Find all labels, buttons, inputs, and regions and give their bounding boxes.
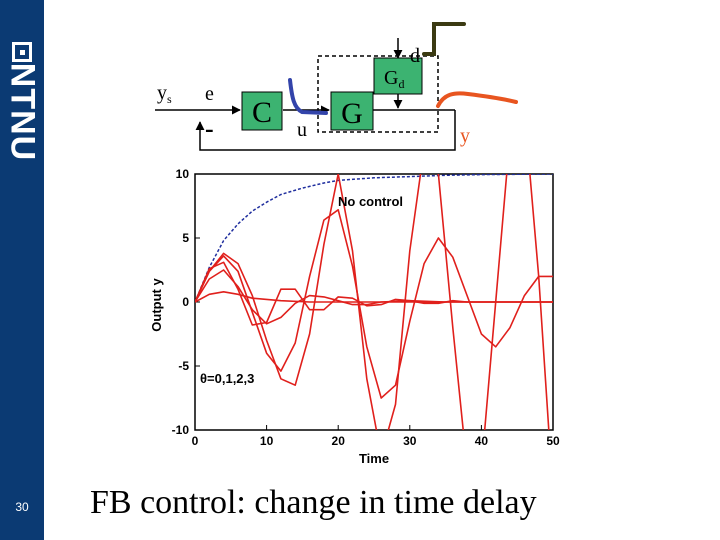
feedback-line <box>195 110 456 151</box>
x-tick-label: 0 <box>192 434 199 448</box>
process-box <box>317 55 439 133</box>
y-tick-label: 0 <box>182 295 189 309</box>
controller-block <box>241 91 283 131</box>
y-tick-label: -5 <box>178 359 189 373</box>
series-line-theta-3 <box>195 261 553 326</box>
ntnu-logo-icon <box>12 42 32 62</box>
series-line-theta-4 <box>195 209 553 399</box>
disturbance-label: Gd <box>384 67 404 91</box>
d-step-sketch <box>422 22 466 56</box>
u-label: u <box>297 119 307 141</box>
slide-title: FB control: change in time delay <box>90 484 537 521</box>
sidebar-band: NTNU 30 <box>0 0 44 540</box>
e-label: e <box>205 83 214 105</box>
series-line-theta-5 <box>195 174 550 430</box>
annotation-theta: θ=0,1,2,3 <box>200 371 254 386</box>
plot-area <box>195 174 553 430</box>
plant-block <box>330 91 374 131</box>
y-sketch <box>436 91 518 108</box>
disturbance-block <box>373 57 423 95</box>
u-sketch <box>288 78 328 115</box>
y-tick-label: 5 <box>182 231 189 245</box>
x-tick-label: 30 <box>403 434 417 448</box>
d-label: d <box>410 45 420 67</box>
x-axis-label: Time <box>359 451 389 466</box>
x-tick-label: 40 <box>475 434 489 448</box>
y-axis-label: Output y <box>149 278 164 332</box>
x-tick-label: 20 <box>332 434 346 448</box>
ys-label: ys <box>157 82 172 106</box>
y-label: y <box>460 125 470 147</box>
x-tick-label: 50 <box>546 434 560 448</box>
annotation-no-control: No control <box>338 194 403 209</box>
page-number: 30 <box>15 500 29 514</box>
plant-label: G <box>341 97 363 130</box>
x-tick-label: 10 <box>260 434 274 448</box>
y-tick-label: -10 <box>172 423 190 437</box>
controller-label: C <box>252 96 272 129</box>
minus-sign: - <box>205 114 214 143</box>
series-line-no-control <box>195 174 553 303</box>
block-diagram: ys e - C u G Gd d y <box>155 22 518 151</box>
y-tick-label: 10 <box>176 167 190 181</box>
